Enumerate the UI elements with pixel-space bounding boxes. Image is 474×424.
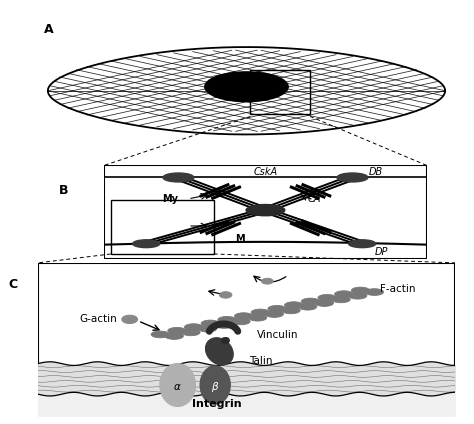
Circle shape — [168, 327, 186, 334]
Circle shape — [232, 318, 250, 325]
Circle shape — [199, 325, 217, 332]
Ellipse shape — [205, 338, 233, 365]
Text: B: B — [59, 184, 69, 197]
Circle shape — [218, 316, 236, 323]
Circle shape — [151, 331, 169, 338]
Text: $\beta$: $\beta$ — [211, 379, 219, 393]
Text: C: C — [9, 278, 18, 291]
Circle shape — [163, 173, 194, 182]
Text: CskA: CskA — [254, 167, 277, 177]
Text: M: M — [235, 234, 245, 244]
Circle shape — [301, 298, 319, 305]
Text: My: My — [163, 194, 178, 204]
Text: Integrin: Integrin — [192, 399, 242, 410]
Circle shape — [246, 204, 285, 216]
Ellipse shape — [160, 364, 195, 406]
Circle shape — [348, 240, 376, 248]
Text: $\alpha$: $\alpha$ — [173, 382, 182, 391]
Circle shape — [365, 289, 383, 296]
Ellipse shape — [122, 315, 137, 324]
Circle shape — [265, 311, 283, 318]
Text: DP: DP — [375, 247, 388, 257]
Text: CA: CA — [307, 194, 321, 204]
Circle shape — [215, 322, 233, 328]
Circle shape — [184, 324, 203, 330]
Bar — [111, 200, 214, 254]
Bar — [250, 70, 310, 114]
Circle shape — [248, 314, 267, 321]
Circle shape — [337, 173, 368, 182]
Circle shape — [348, 293, 367, 299]
Circle shape — [335, 291, 353, 298]
Ellipse shape — [205, 72, 288, 102]
Circle shape — [251, 309, 270, 316]
Text: Talin: Talin — [248, 356, 272, 365]
Circle shape — [235, 313, 253, 320]
Text: Vinculin: Vinculin — [257, 329, 299, 340]
Circle shape — [201, 320, 219, 327]
Circle shape — [332, 296, 350, 303]
Circle shape — [182, 329, 200, 336]
Ellipse shape — [200, 366, 230, 404]
Ellipse shape — [219, 292, 232, 298]
Circle shape — [318, 294, 336, 301]
Circle shape — [351, 287, 370, 294]
Circle shape — [315, 300, 334, 307]
Circle shape — [268, 305, 286, 312]
Text: G-actin: G-actin — [80, 314, 117, 324]
Text: A: A — [44, 23, 54, 36]
Circle shape — [133, 240, 160, 248]
Text: DB: DB — [369, 167, 383, 177]
Ellipse shape — [262, 278, 273, 284]
Text: F-actin: F-actin — [380, 284, 415, 294]
Circle shape — [299, 303, 317, 310]
Circle shape — [282, 307, 300, 314]
Circle shape — [284, 302, 303, 309]
Circle shape — [165, 333, 183, 339]
